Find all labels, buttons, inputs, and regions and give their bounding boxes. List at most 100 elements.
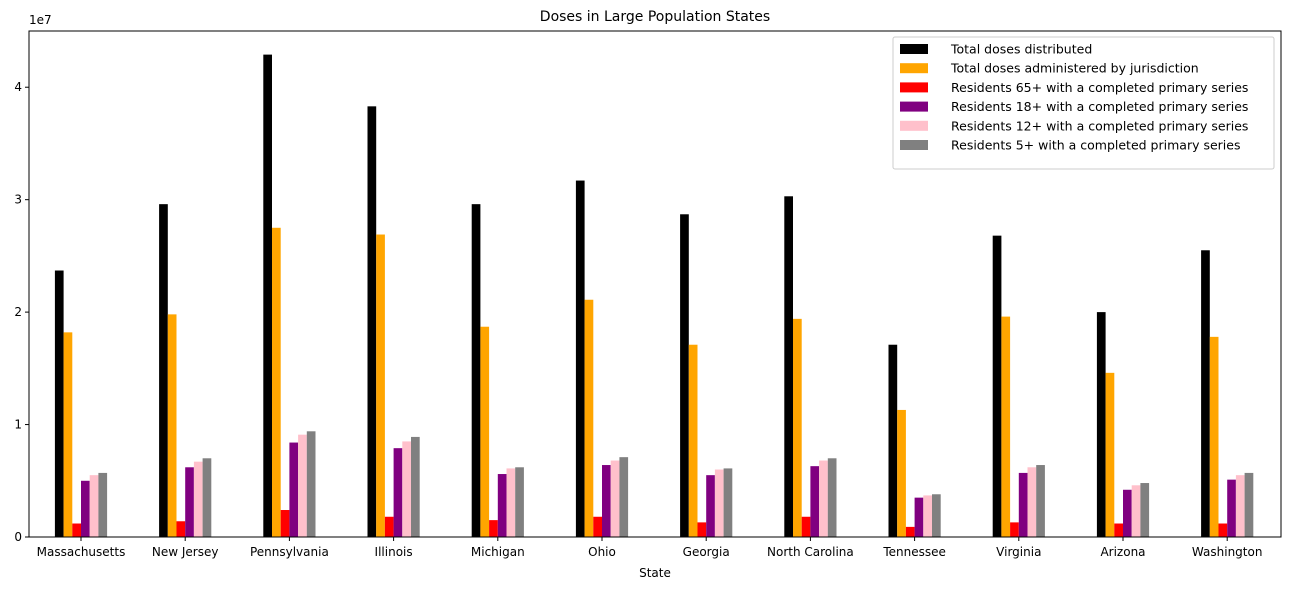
- bar-washington-series-4: [1235, 475, 1245, 537]
- bar-arizona-series-3: [1123, 489, 1132, 537]
- bar-tennessee-series-5: [932, 494, 941, 537]
- bar-virginia-series-1: [1001, 316, 1011, 537]
- bar-georgia-series-1: [688, 344, 698, 537]
- bar-washington-series-3: [1227, 479, 1236, 537]
- bar-washington-series-5: [1244, 472, 1254, 537]
- bar-washington-series-2: [1218, 523, 1228, 537]
- bar-michigan-series-2: [489, 520, 498, 537]
- legend-swatch: [900, 63, 928, 74]
- bar-illinois-series-4: [402, 441, 411, 537]
- bar-illinois-series-2: [384, 516, 394, 537]
- x-tick-label: Massachusetts: [37, 545, 126, 559]
- x-tick-label: Georgia: [683, 545, 730, 559]
- bar-georgia-series-5: [723, 468, 733, 537]
- bar-arizona-series-5: [1140, 483, 1150, 537]
- bar-new-jersey-series-4: [193, 461, 203, 537]
- bar-massachusetts-series-4: [89, 475, 99, 537]
- bar-tennessee-series-4: [923, 495, 932, 537]
- legend-entry-label: Total doses distributed: [950, 42, 1092, 57]
- bar-georgia-series-4: [714, 469, 724, 537]
- bar-illinois-series-3: [393, 448, 403, 537]
- bar-virginia-series-2: [1010, 522, 1019, 537]
- bar-massachusetts-series-3: [81, 480, 90, 537]
- bar-illinois-series-5: [411, 436, 420, 537]
- x-tick-label: Virginia: [996, 545, 1041, 559]
- bar-virginia-series-4: [1027, 467, 1037, 537]
- bar-pennsylvania-series-1: [272, 227, 281, 537]
- bar-michigan-series-5: [515, 467, 524, 537]
- bar-ohio-series-1: [584, 299, 594, 537]
- legend: Total doses distributed Total doses admin…: [892, 36, 1275, 170]
- bar-arizona-series-0: [1096, 312, 1106, 537]
- bar-arizona-series-2: [1114, 523, 1123, 537]
- bar-north-carolina-series-4: [819, 460, 828, 537]
- bar-tennessee-series-1: [897, 409, 906, 537]
- bar-michigan-series-3: [497, 474, 507, 537]
- bar-georgia-series-3: [706, 475, 715, 537]
- bar-washington-series-0: [1201, 250, 1210, 537]
- x-tick-label: Illinois: [375, 545, 413, 559]
- legend-entry-label: Residents 65+ with a completed primary s…: [951, 80, 1248, 95]
- bar-ohio-series-3: [602, 465, 611, 537]
- x-tick-label: New Jersey: [152, 545, 219, 559]
- bar-tennessee-series-0: [888, 344, 898, 537]
- bar-massachusetts-series-2: [72, 523, 81, 537]
- bar-michigan-series-0: [471, 204, 481, 537]
- plot-frame: [28, 30, 1282, 538]
- legend-swatch: [900, 44, 928, 54]
- y-tick-label: 2: [14, 305, 22, 319]
- x-tick-label: Washington: [1192, 545, 1263, 559]
- y-tick-label: 1: [14, 418, 22, 432]
- bar-ohio-series-2: [593, 516, 602, 537]
- bar-new-jersey-series-5: [202, 458, 212, 537]
- x-tick-label: Tennessee: [882, 545, 946, 559]
- legend-swatch: [900, 140, 928, 150]
- legend-box: [892, 36, 1275, 170]
- bar-ohio-series-5: [619, 457, 629, 537]
- legend-entry-label: Residents 18+ with a completed primary s…: [951, 99, 1248, 114]
- bars-group: [54, 54, 1254, 538]
- bar-georgia-series-0: [680, 214, 689, 537]
- bar-virginia-series-5: [1036, 465, 1045, 537]
- bar-massachusetts-series-5: [98, 472, 108, 537]
- bar-ohio-series-0: [575, 180, 585, 538]
- bar-new-jersey-series-3: [185, 467, 194, 537]
- bar-pennsylvania-series-5: [306, 431, 316, 537]
- x-tick-label: Ohio: [588, 545, 616, 559]
- bar-tennessee-series-2: [905, 526, 915, 537]
- bar-new-jersey-series-0: [159, 204, 168, 537]
- y-tick-label: 4: [14, 80, 22, 94]
- x-tick-label: Pennsylvania: [250, 545, 329, 559]
- bar-virginia-series-3: [1018, 472, 1028, 537]
- bar-arizona-series-4: [1131, 485, 1141, 537]
- x-tick-label: North Carolina: [767, 545, 854, 559]
- bar-north-carolina-series-1: [793, 318, 802, 537]
- bar-arizona-series-1: [1105, 372, 1115, 537]
- bar-michigan-series-1: [480, 326, 490, 537]
- legend-swatch: [900, 120, 928, 131]
- bar-illinois-series-1: [376, 234, 385, 537]
- bar-massachusetts-series-1: [63, 332, 73, 537]
- bar-north-carolina-series-3: [810, 466, 820, 537]
- x-tick-label: Michigan: [471, 545, 525, 559]
- bar-tennessee-series-3: [914, 497, 924, 537]
- bar-michigan-series-4: [506, 468, 516, 537]
- bar-new-jersey-series-1: [167, 314, 177, 537]
- legend-swatch: [900, 82, 928, 93]
- bar-massachusetts-series-0: [54, 270, 64, 537]
- chart-title: Doses in Large Population States: [540, 9, 770, 25]
- bar-virginia-series-0: [992, 235, 1002, 537]
- y-tick-label: 0: [14, 530, 22, 544]
- bar-georgia-series-2: [697, 522, 707, 537]
- x-tick-label: Arizona: [1100, 545, 1145, 559]
- bar-pennsylvania-series-2: [280, 510, 290, 537]
- bar-ohio-series-4: [610, 460, 620, 537]
- bar-north-carolina-series-0: [784, 196, 793, 538]
- bar-new-jersey-series-2: [176, 521, 186, 537]
- bar-illinois-series-0: [367, 106, 377, 537]
- x-axis-label: State: [639, 566, 671, 580]
- y-axis-offset-label: 1e7: [29, 13, 52, 27]
- bar-pennsylvania-series-0: [263, 54, 272, 538]
- legend-swatch: [900, 101, 928, 112]
